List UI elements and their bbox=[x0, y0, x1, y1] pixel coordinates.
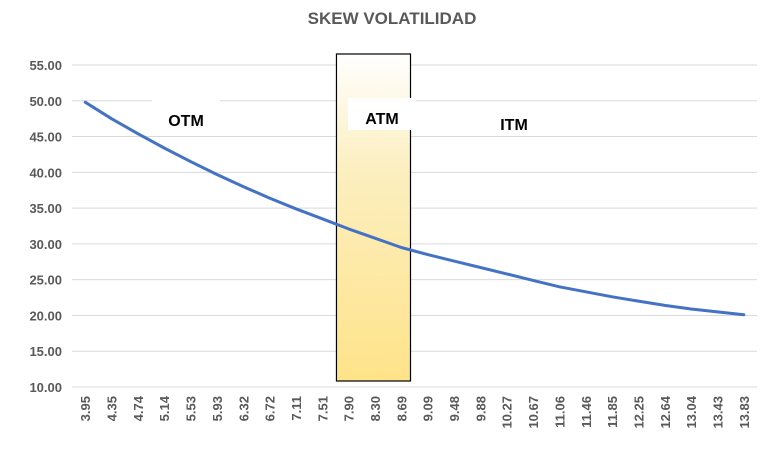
atm-label-background bbox=[348, 98, 416, 130]
x-tick-label: 5.53 bbox=[184, 396, 199, 421]
x-tick-label: 9.09 bbox=[421, 396, 436, 421]
x-tick-label: 9.48 bbox=[447, 396, 462, 421]
series-line bbox=[83, 100, 746, 317]
y-tick-label: 10.00 bbox=[29, 380, 62, 395]
y-tick-label: 55.00 bbox=[29, 58, 62, 73]
x-tick-label: 4.35 bbox=[105, 396, 120, 421]
x-tick-label: 5.93 bbox=[210, 396, 225, 421]
x-tick-label: 11.46 bbox=[579, 396, 594, 428]
chart-title: SKEW VOLATILIDAD bbox=[308, 9, 477, 28]
y-tick-label: 20.00 bbox=[29, 308, 62, 323]
x-tick-label: 6.72 bbox=[263, 396, 278, 421]
y-tick-label: 30.00 bbox=[29, 237, 62, 252]
atm-label: ATM bbox=[365, 111, 398, 128]
x-tick-label: 8.30 bbox=[368, 396, 383, 421]
x-tick-label: 12.64 bbox=[658, 395, 673, 428]
x-tick-label: 3.95 bbox=[78, 396, 93, 421]
y-axis-ticks: 10.00 15.00 20.00 25.00 30.00 35.00 40.00 45.00… bbox=[29, 58, 62, 395]
x-tick-label: 13.04 bbox=[684, 395, 699, 428]
y-tick-label: 35.00 bbox=[29, 201, 62, 216]
x-tick-label: 10.27 bbox=[500, 396, 515, 429]
x-tick-label: 8.69 bbox=[394, 396, 409, 421]
region-labels: OTM ATM ITM bbox=[152, 98, 528, 134]
y-tick-label: 50.00 bbox=[29, 94, 62, 109]
x-tick-label: 5.14 bbox=[157, 395, 172, 421]
x-tick-label: 11.06 bbox=[552, 396, 567, 428]
otm-label-background bbox=[152, 100, 220, 132]
x-tick-label: 9.88 bbox=[473, 396, 488, 421]
x-tick-label: 7.11 bbox=[289, 396, 304, 421]
x-tick-label: 13.43 bbox=[710, 396, 725, 429]
x-axis-ticks: 3.95 4.35 4.74 5.14 5.53 5.93 6.32 6.72 7.11 7.51… bbox=[78, 395, 752, 428]
y-tick-label: 25.00 bbox=[29, 273, 62, 288]
series-layer bbox=[83, 100, 746, 317]
x-tick-label: 6.32 bbox=[236, 396, 251, 421]
x-tick-label: 7.51 bbox=[315, 396, 330, 421]
itm-label: ITM bbox=[500, 117, 528, 134]
x-tick-label: 4.74 bbox=[131, 395, 146, 421]
y-tick-label: 40.00 bbox=[29, 165, 62, 180]
x-tick-label: 11.85 bbox=[605, 396, 620, 428]
x-tick-label: 7.90 bbox=[342, 396, 357, 421]
y-tick-label: 45.00 bbox=[29, 130, 62, 145]
x-tick-label: 13.83 bbox=[737, 396, 752, 429]
x-tick-label: 10.67 bbox=[526, 396, 541, 429]
y-tick-label: 15.00 bbox=[29, 344, 62, 359]
x-tick-label: 12.25 bbox=[631, 396, 646, 429]
otm-label: OTM bbox=[168, 113, 204, 130]
